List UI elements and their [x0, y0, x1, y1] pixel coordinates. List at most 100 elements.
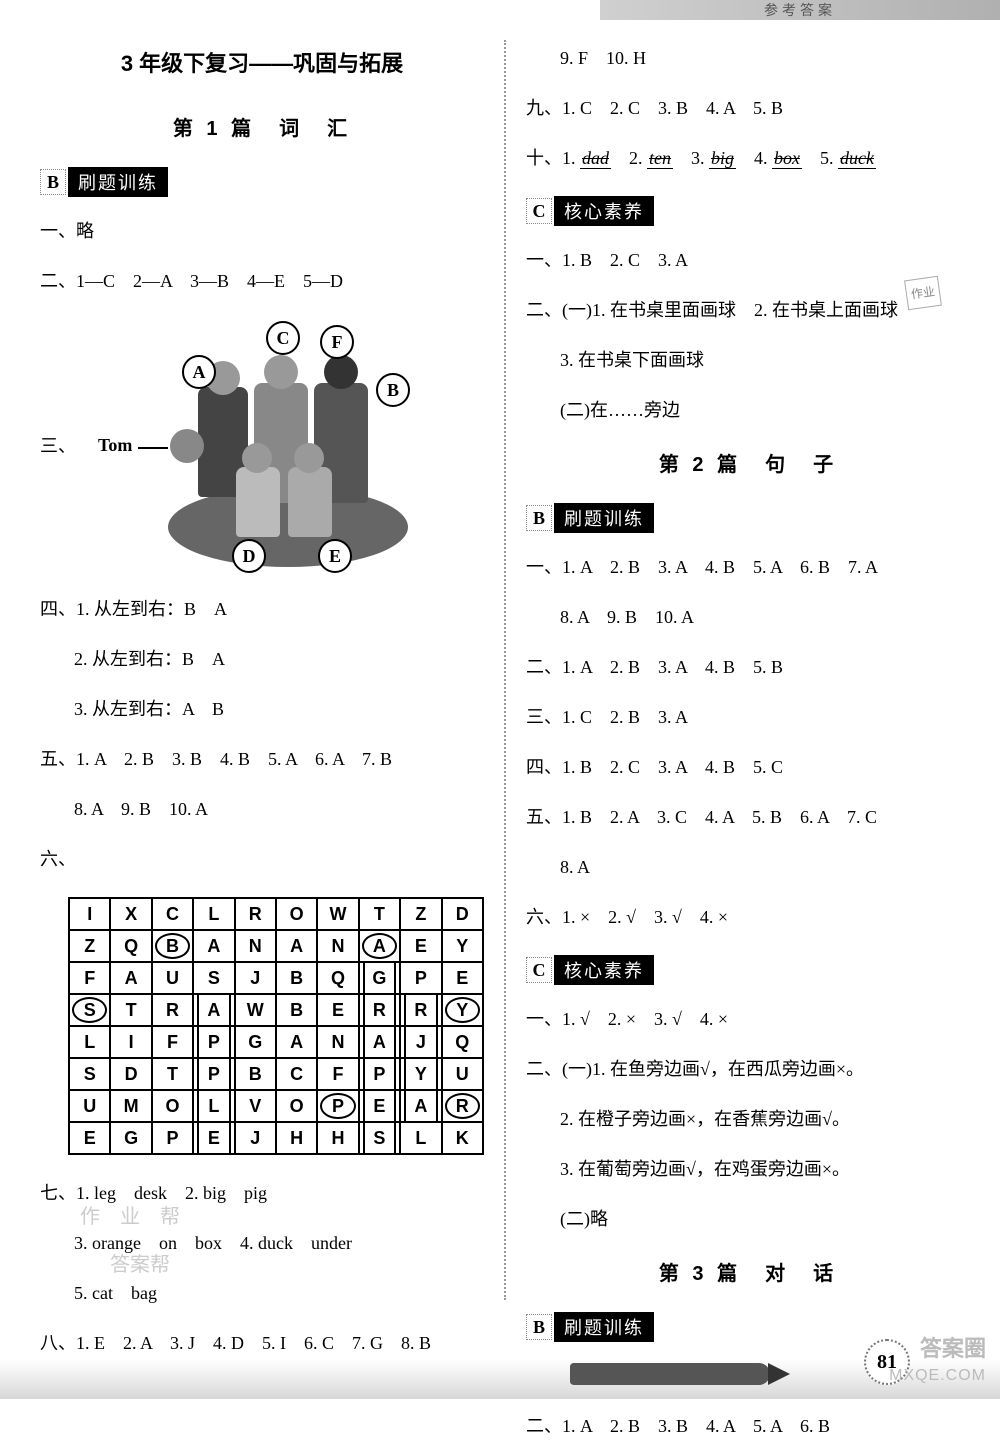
q7-2-text: 3. orange on box 4. duck under — [74, 1233, 352, 1253]
badge-text: 核心素养 — [554, 955, 654, 985]
grid-cell: O — [276, 1090, 317, 1122]
badge-text: 核心素养 — [554, 196, 654, 226]
grid-cell: U — [69, 1090, 110, 1122]
strike-word: ten — [647, 148, 673, 169]
grid-cell: D — [442, 898, 483, 930]
grid-cell: Y — [442, 930, 483, 962]
badge-letter: B — [526, 505, 552, 531]
badge-b-1: B 刷题训练 — [40, 167, 484, 197]
grid-cell: A — [276, 930, 317, 962]
grid-cell: H — [276, 1122, 317, 1154]
grid-cell: F — [152, 1026, 193, 1058]
q3-wrap: 三、 Tom A C — [40, 313, 484, 577]
grid-cell: N — [235, 930, 276, 962]
strike-word: duck — [838, 148, 876, 169]
grid-cell: J — [235, 962, 276, 994]
badge-c-1: C 核心素养 — [526, 196, 970, 226]
footer-logo: 答案圈 — [920, 1331, 986, 1363]
s2b-q1a: 一、1. A 2. B 3. A 4. B 5. A 6. B 7. A — [526, 549, 970, 585]
grid-cell: P — [400, 962, 441, 994]
footer-gradient — [0, 1359, 1000, 1399]
c1-2c: (二)在……旁边 — [526, 392, 970, 428]
right-column: 9. F 10. H 九、1. C 2. C 3. B 4. A 5. B 十、… — [516, 40, 970, 1260]
q5-2: 8. A 9. B 10. A — [40, 791, 484, 827]
q6: 六、 — [40, 841, 484, 877]
q8-cont: 9. F 10. H — [526, 40, 970, 76]
family-diagram: Tom A C F B D E — [128, 317, 438, 577]
grid-cell: I — [69, 898, 110, 930]
grid-cell: K — [442, 1122, 483, 1154]
q5-1: 五、1. A 2. B 3. B 4. B 5. A 6. A 7. B — [40, 741, 484, 777]
grid-cell: P — [152, 1122, 193, 1154]
s2c-q2c: 3. 在葡萄旁边画√，在鸡蛋旁边画×。 — [526, 1151, 970, 1187]
s3b-q2: 二、1. A 2. B 3. B 4. A 5. A 6. B — [526, 1408, 970, 1444]
s2b-q1b: 8. A 9. B 10. A — [526, 599, 970, 635]
grid-cell: L — [193, 1090, 234, 1122]
grid-cell: T — [359, 898, 400, 930]
grid-cell: G — [235, 1026, 276, 1058]
grid-cell: Z — [69, 930, 110, 962]
section2-title: 第 2 篇 句 子 — [526, 448, 970, 477]
q10: 十、1. dad 2. ten 3. big 4. box 5. duck — [526, 140, 970, 176]
q9: 九、1. C 2. C 3. B 4. A 5. B — [526, 90, 970, 126]
grid-cell: E — [317, 994, 358, 1026]
grid-cell: B — [276, 994, 317, 1026]
grid-cell: E — [442, 962, 483, 994]
tom-label: Tom — [98, 435, 132, 456]
grid-cell: O — [276, 898, 317, 930]
badge-c-2: C 核心素养 — [526, 955, 970, 985]
grid-cell: N — [317, 930, 358, 962]
label-C: C — [266, 321, 300, 355]
badge-letter: C — [526, 957, 552, 983]
q2: 二、1—C 2—A 3—B 4—E 5—D — [40, 263, 484, 299]
grid-cell: E — [193, 1122, 234, 1154]
c1-2b: 3. 在书桌下面画球 — [526, 342, 970, 378]
grid-cell: Y — [442, 994, 483, 1026]
grid-cell: Q — [317, 962, 358, 994]
grid-cell: G — [110, 1122, 151, 1154]
grid-cell: R — [235, 898, 276, 930]
person-front-2 — [288, 467, 332, 537]
grid-cell: U — [152, 962, 193, 994]
grid-cell: N — [317, 1026, 358, 1058]
s2c-q2b: 2. 在橙子旁边画×，在香蕉旁边画√。 — [526, 1101, 970, 1137]
grid-cell: S — [359, 1122, 400, 1154]
q7-2: 3. orange on box 4. duck under 答案帮 — [40, 1225, 484, 1261]
s2c-q1: 一、1. √ 2. × 3. √ 4. × — [526, 1001, 970, 1037]
person-front-1-head — [242, 443, 272, 473]
person-front-1 — [236, 467, 280, 537]
main-title: 3 年级下复习——巩固与拓展 — [40, 46, 484, 78]
grid-cell: B — [276, 962, 317, 994]
grid-cell: O — [152, 1090, 193, 1122]
q3-label: 三、 — [40, 432, 76, 458]
q4-1: 四、1. 从左到右：B A — [40, 591, 484, 627]
s2b-q5b: 8. A — [526, 849, 970, 885]
tom-line — [138, 447, 168, 449]
header-banner: 参考答案 — [600, 0, 1000, 20]
grid-cell: A — [193, 994, 234, 1026]
strike-word: big — [709, 148, 736, 169]
q4-3: 3. 从左到右：A B — [40, 691, 484, 727]
grid-cell: E — [400, 930, 441, 962]
s2b-q4: 四、1. B 2. C 3. A 4. B 5. C — [526, 749, 970, 785]
grid-cell: T — [152, 1058, 193, 1090]
grid-cell: W — [235, 994, 276, 1026]
grid-cell: Z — [400, 898, 441, 930]
badge-text: 刷题训练 — [554, 503, 654, 533]
grid-cell: X — [110, 898, 151, 930]
section3-title: 第 3 篇 对 话 — [526, 1257, 970, 1286]
grid-cell: L — [400, 1122, 441, 1154]
page-content: 3 年级下复习——巩固与拓展 第 1 篇 词 汇 B 刷题训练 一、略 二、1—… — [0, 0, 1000, 1320]
person-front-2-head — [294, 443, 324, 473]
c1-2a: 二、(一)1. 在书桌里面画球 2. 在书桌上面画球 作业 — [526, 292, 970, 328]
left-column: 3 年级下复习——巩固与拓展 第 1 篇 词 汇 B 刷题训练 一、略 二、1—… — [40, 40, 494, 1260]
tom-head — [170, 429, 204, 463]
label-B: B — [376, 373, 410, 407]
grid-cell: P — [193, 1026, 234, 1058]
grid-cell: A — [276, 1026, 317, 1058]
grid-cell: B — [235, 1058, 276, 1090]
grid-cell: F — [69, 962, 110, 994]
s2b-q6: 六、1. × 2. √ 3. √ 4. × — [526, 899, 970, 935]
s2c-q2a: 二、(一)1. 在鱼旁边画√，在西瓜旁边画×。 — [526, 1051, 970, 1087]
person-back-2-head — [264, 355, 298, 389]
